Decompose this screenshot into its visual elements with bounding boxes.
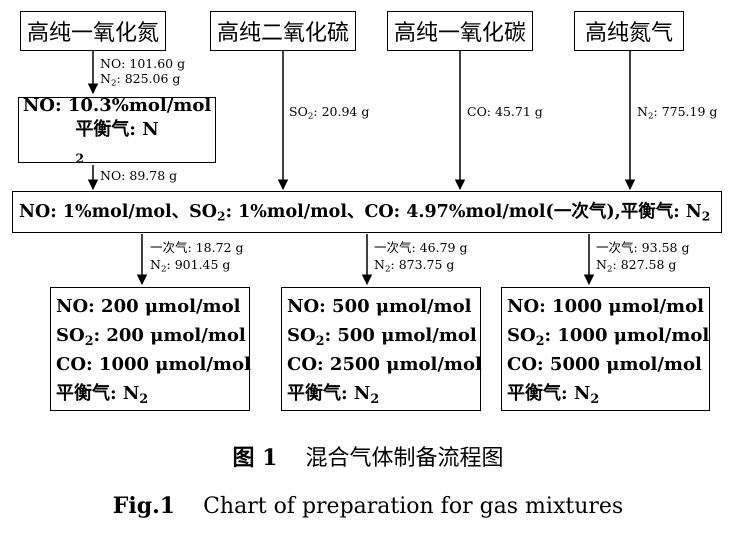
branch-1-primary-gas-mass: 一次气: 18.72 g xyxy=(150,240,244,255)
branch-3-primary-gas-mass: 一次气: 93.58 g xyxy=(596,240,690,255)
branch-2-primary-gas-mass: 一次气: 46.79 g xyxy=(374,240,468,255)
branch-2-n2-mass: N2: 873.75 g xyxy=(374,257,455,275)
primary-mixture-box: NO: 1%mol/mol、SO2: 1%mol/mol、CO: 4.97%mo… xyxy=(12,191,722,233)
mix-2-co: CO: 2500 μmol/mol xyxy=(287,354,482,375)
source-box-so2: 高纯二氧化硫 xyxy=(210,11,356,51)
n2-flow-mass: N2: 775.19 g xyxy=(637,104,718,122)
source-box-co: 高纯一氧化碳 xyxy=(387,11,533,51)
output-mixture-box-3: NO: 1000 μmol/mol SO2: 1000 μmol/mol CO:… xyxy=(501,287,710,411)
mix-1-balance: 平衡气: N2 xyxy=(56,383,149,406)
intermediate-no-concentration: NO: 10.3%mol/mol xyxy=(22,95,212,116)
no-source-no-mass: NO: 101.60 g xyxy=(100,56,186,71)
so2-flow-mass: SO2: 20.94 g xyxy=(289,104,370,122)
mix-3-balance: 平衡气: N2 xyxy=(507,383,600,406)
primary-mixture-composition: NO: 1%mol/mol、SO2: 1%mol/mol、CO: 4.97%mo… xyxy=(19,202,711,224)
caption-chinese-number: 图 1 xyxy=(232,445,278,471)
output-mixture-box-1: NO: 200 μmol/mol SO2: 200 μmol/mol CO: 1… xyxy=(50,287,251,411)
caption-chinese: 图 1 混合气体制备流程图 xyxy=(0,444,736,473)
intermediate-no-out-mass: NO: 89.78 g xyxy=(100,168,178,183)
mix-1-no: NO: 200 μmol/mol xyxy=(56,296,241,317)
co-flow-mass: CO: 45.71 g xyxy=(467,104,543,119)
caption-english-number: Fig.1 xyxy=(112,493,176,519)
mix-3-so2: SO2: 1000 μmol/mol xyxy=(507,325,710,348)
mix-3-co: CO: 5000 μmol/mol xyxy=(507,354,702,375)
mix-2-so2: SO2: 500 μmol/mol xyxy=(287,325,477,348)
source-box-n2: 高纯氮气 xyxy=(574,11,684,51)
caption-english: Fig.1 Chart of preparation for gas mixtu… xyxy=(0,492,736,521)
mix-1-co: CO: 1000 μmol/mol xyxy=(56,354,251,375)
mix-1-so2: SO2: 200 μmol/mol xyxy=(56,325,246,348)
branch-1-n2-mass: N2: 901.45 g xyxy=(150,257,231,275)
mix-3-no: NO: 1000 μmol/mol xyxy=(507,296,704,317)
mix-2-no: NO: 500 μmol/mol xyxy=(287,296,472,317)
output-mixture-box-2: NO: 500 μmol/mol SO2: 500 μmol/mol CO: 2… xyxy=(281,287,482,411)
no-source-n2-mass: N2: 825.06 g xyxy=(100,71,181,89)
caption-chinese-title: 混合气体制备流程图 xyxy=(305,446,504,471)
branch-3-n2-mass: N2: 827.58 g xyxy=(596,257,677,275)
source-box-no: 高纯一氧化氮 xyxy=(20,11,166,51)
caption-english-title: Chart of preparation for gas mixtures xyxy=(203,494,624,519)
mix-2-balance: 平衡气: N2 xyxy=(287,383,380,406)
